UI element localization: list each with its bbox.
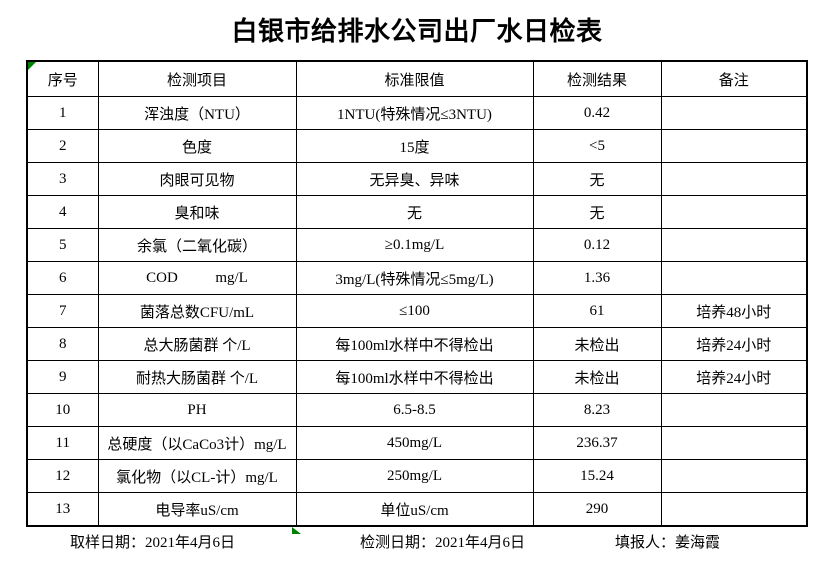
cell-no[interactable]: 11: [26, 426, 99, 460]
cell-result[interactable]: 无: [532, 162, 662, 196]
table-row: 11 总硬度（以CaCo3计）mg/L 450mg/L 236.37: [26, 426, 808, 460]
cell-limit[interactable]: 15度: [295, 129, 534, 163]
cell-no[interactable]: 6: [26, 261, 99, 295]
cell-note[interactable]: [660, 426, 808, 460]
cell-limit[interactable]: ≥0.1mg/L: [295, 228, 534, 262]
table-row: 7 菌落总数CFU/mL ≤100 61 培养48小时: [26, 294, 808, 328]
excel-corner-marker-icon: [28, 62, 36, 70]
table-row: 4 臭和味 无 无: [26, 195, 808, 229]
cell-limit[interactable]: 无异臭、异味: [295, 162, 534, 196]
reporter: 填报人：姜海霞: [615, 535, 721, 551]
header-cell-result[interactable]: 检测结果: [532, 60, 662, 97]
cell-result[interactable]: 无: [532, 195, 662, 229]
cell-limit[interactable]: 6.5-8.5: [295, 393, 534, 427]
cell-note[interactable]: [660, 228, 808, 262]
table-row: 3 肉眼可见物 无异臭、异味 无: [26, 162, 808, 196]
table-row: 12 氯化物（以CL-计）mg/L 250mg/L 15.24: [26, 459, 808, 493]
excel-fill-handle-icon: [292, 527, 301, 534]
cell-item[interactable]: PH: [97, 393, 297, 427]
cell-item[interactable]: 浑浊度（NTU）: [97, 96, 297, 130]
cell-note[interactable]: [660, 393, 808, 427]
cell-result[interactable]: 未检出: [532, 327, 662, 361]
cell-item[interactable]: 色度: [97, 129, 297, 163]
cell-note[interactable]: [660, 129, 808, 163]
header-cell-note[interactable]: 备注: [660, 60, 808, 97]
table-row: 5 余氯（二氧化碳） ≥0.1mg/L 0.12: [26, 228, 808, 262]
cell-no[interactable]: 3: [26, 162, 99, 196]
header-label: 备注: [718, 72, 749, 89]
test-date: 检测日期：2021年4月6日: [360, 535, 526, 551]
cell-item[interactable]: 菌落总数CFU/mL: [97, 294, 297, 328]
cell-note[interactable]: [660, 96, 808, 130]
table-body: 1 浑浊度（NTU） 1NTU(特殊情况≤3NTU) 0.42 2 色度 15度…: [26, 96, 808, 527]
cell-no[interactable]: 13: [26, 492, 99, 527]
cell-result[interactable]: 未检出: [532, 360, 662, 394]
cell-item[interactable]: 总硬度（以CaCo3计）mg/L: [97, 426, 297, 460]
cell-no[interactable]: 12: [26, 459, 99, 493]
cell-no[interactable]: 7: [26, 294, 99, 328]
table-row: 13 电导率uS/cm 单位uS/cm 290: [26, 492, 808, 527]
cell-limit[interactable]: 每100ml水样中不得检出: [295, 327, 534, 361]
header-label: 标准限值: [384, 72, 445, 89]
cell-limit[interactable]: 250mg/L: [295, 459, 534, 493]
cell-limit[interactable]: 单位uS/cm: [295, 492, 534, 527]
cell-result[interactable]: 61: [532, 294, 662, 328]
cell-note[interactable]: 培养48小时: [660, 294, 808, 328]
water-inspection-table: 序号 检测项目 标准限值 检测结果 备注 1 浑浊度（NTU） 1NTU(特殊情…: [26, 60, 808, 527]
cell-no[interactable]: 2: [26, 129, 99, 163]
cell-note[interactable]: [660, 195, 808, 229]
cell-result[interactable]: 15.24: [532, 459, 662, 493]
header-cell-item[interactable]: 检测项目: [97, 60, 297, 97]
cell-limit[interactable]: ≤100: [295, 294, 534, 328]
cell-no[interactable]: 10: [26, 393, 99, 427]
cell-note[interactable]: [660, 162, 808, 196]
cell-note[interactable]: [660, 261, 808, 295]
cell-note[interactable]: [660, 492, 808, 527]
header-label: 序号: [47, 72, 78, 89]
cell-no[interactable]: 8: [26, 327, 99, 361]
table-row: 9 耐热大肠菌群 个/L 每100ml水样中不得检出 未检出 培养24小时: [26, 360, 808, 394]
cell-item[interactable]: 余氯（二氧化碳）: [97, 228, 297, 262]
cell-no[interactable]: 1: [26, 96, 99, 130]
cell-result[interactable]: 0.12: [532, 228, 662, 262]
cell-limit[interactable]: 每100ml水样中不得检出: [295, 360, 534, 394]
table-row: 2 色度 15度 <5: [26, 129, 808, 163]
footer: 取样日期：2021年4月6日 检测日期：2021年4月6日 填报人：姜海霞: [0, 531, 834, 553]
header-label: 检测结果: [566, 72, 627, 89]
header-cell-no[interactable]: 序号: [26, 60, 99, 97]
cell-no[interactable]: 5: [26, 228, 99, 262]
cell-item[interactable]: 电导率uS/cm: [97, 492, 297, 527]
cell-limit[interactable]: 450mg/L: [295, 426, 534, 460]
table-row: 6 COD mg/L 3mg/L(特殊情况≤5mg/L) 1.36: [26, 261, 808, 295]
cell-no[interactable]: 4: [26, 195, 99, 229]
cell-note[interactable]: 培养24小时: [660, 327, 808, 361]
header-row: 序号 检测项目 标准限值 检测结果 备注: [26, 60, 808, 97]
cell-result[interactable]: 290: [532, 492, 662, 527]
cell-result[interactable]: 236.37: [532, 426, 662, 460]
cell-item[interactable]: 肉眼可见物: [97, 162, 297, 196]
cell-item[interactable]: 氯化物（以CL-计）mg/L: [97, 459, 297, 493]
sampling-date: 取样日期：2021年4月6日: [70, 535, 236, 551]
header-label: 检测项目: [166, 72, 227, 89]
table-row: 10 PH 6.5-8.5 8.23: [26, 393, 808, 427]
cell-item[interactable]: 总大肠菌群 个/L: [97, 327, 297, 361]
cell-result[interactable]: 8.23: [532, 393, 662, 427]
page-title: 白银市给排水公司出厂水日检表: [231, 17, 603, 46]
cell-note[interactable]: [660, 459, 808, 493]
cell-item[interactable]: COD mg/L: [97, 261, 297, 295]
cell-result[interactable]: <5: [532, 129, 662, 163]
header-cell-limit[interactable]: 标准限值: [295, 60, 534, 97]
table-row: 8 总大肠菌群 个/L 每100ml水样中不得检出 未检出 培养24小时: [26, 327, 808, 361]
table-row: 1 浑浊度（NTU） 1NTU(特殊情况≤3NTU) 0.42: [26, 96, 808, 130]
cell-item[interactable]: 臭和味: [97, 195, 297, 229]
cell-limit[interactable]: 3mg/L(特殊情况≤5mg/L): [295, 261, 534, 295]
cell-note[interactable]: 培养24小时: [660, 360, 808, 394]
cell-result[interactable]: 1.36: [532, 261, 662, 295]
cell-limit[interactable]: 无: [295, 195, 534, 229]
cell-item[interactable]: 耐热大肠菌群 个/L: [97, 360, 297, 394]
cell-result[interactable]: 0.42: [532, 96, 662, 130]
cell-no[interactable]: 9: [26, 360, 99, 394]
cell-limit[interactable]: 1NTU(特殊情况≤3NTU): [295, 96, 534, 130]
